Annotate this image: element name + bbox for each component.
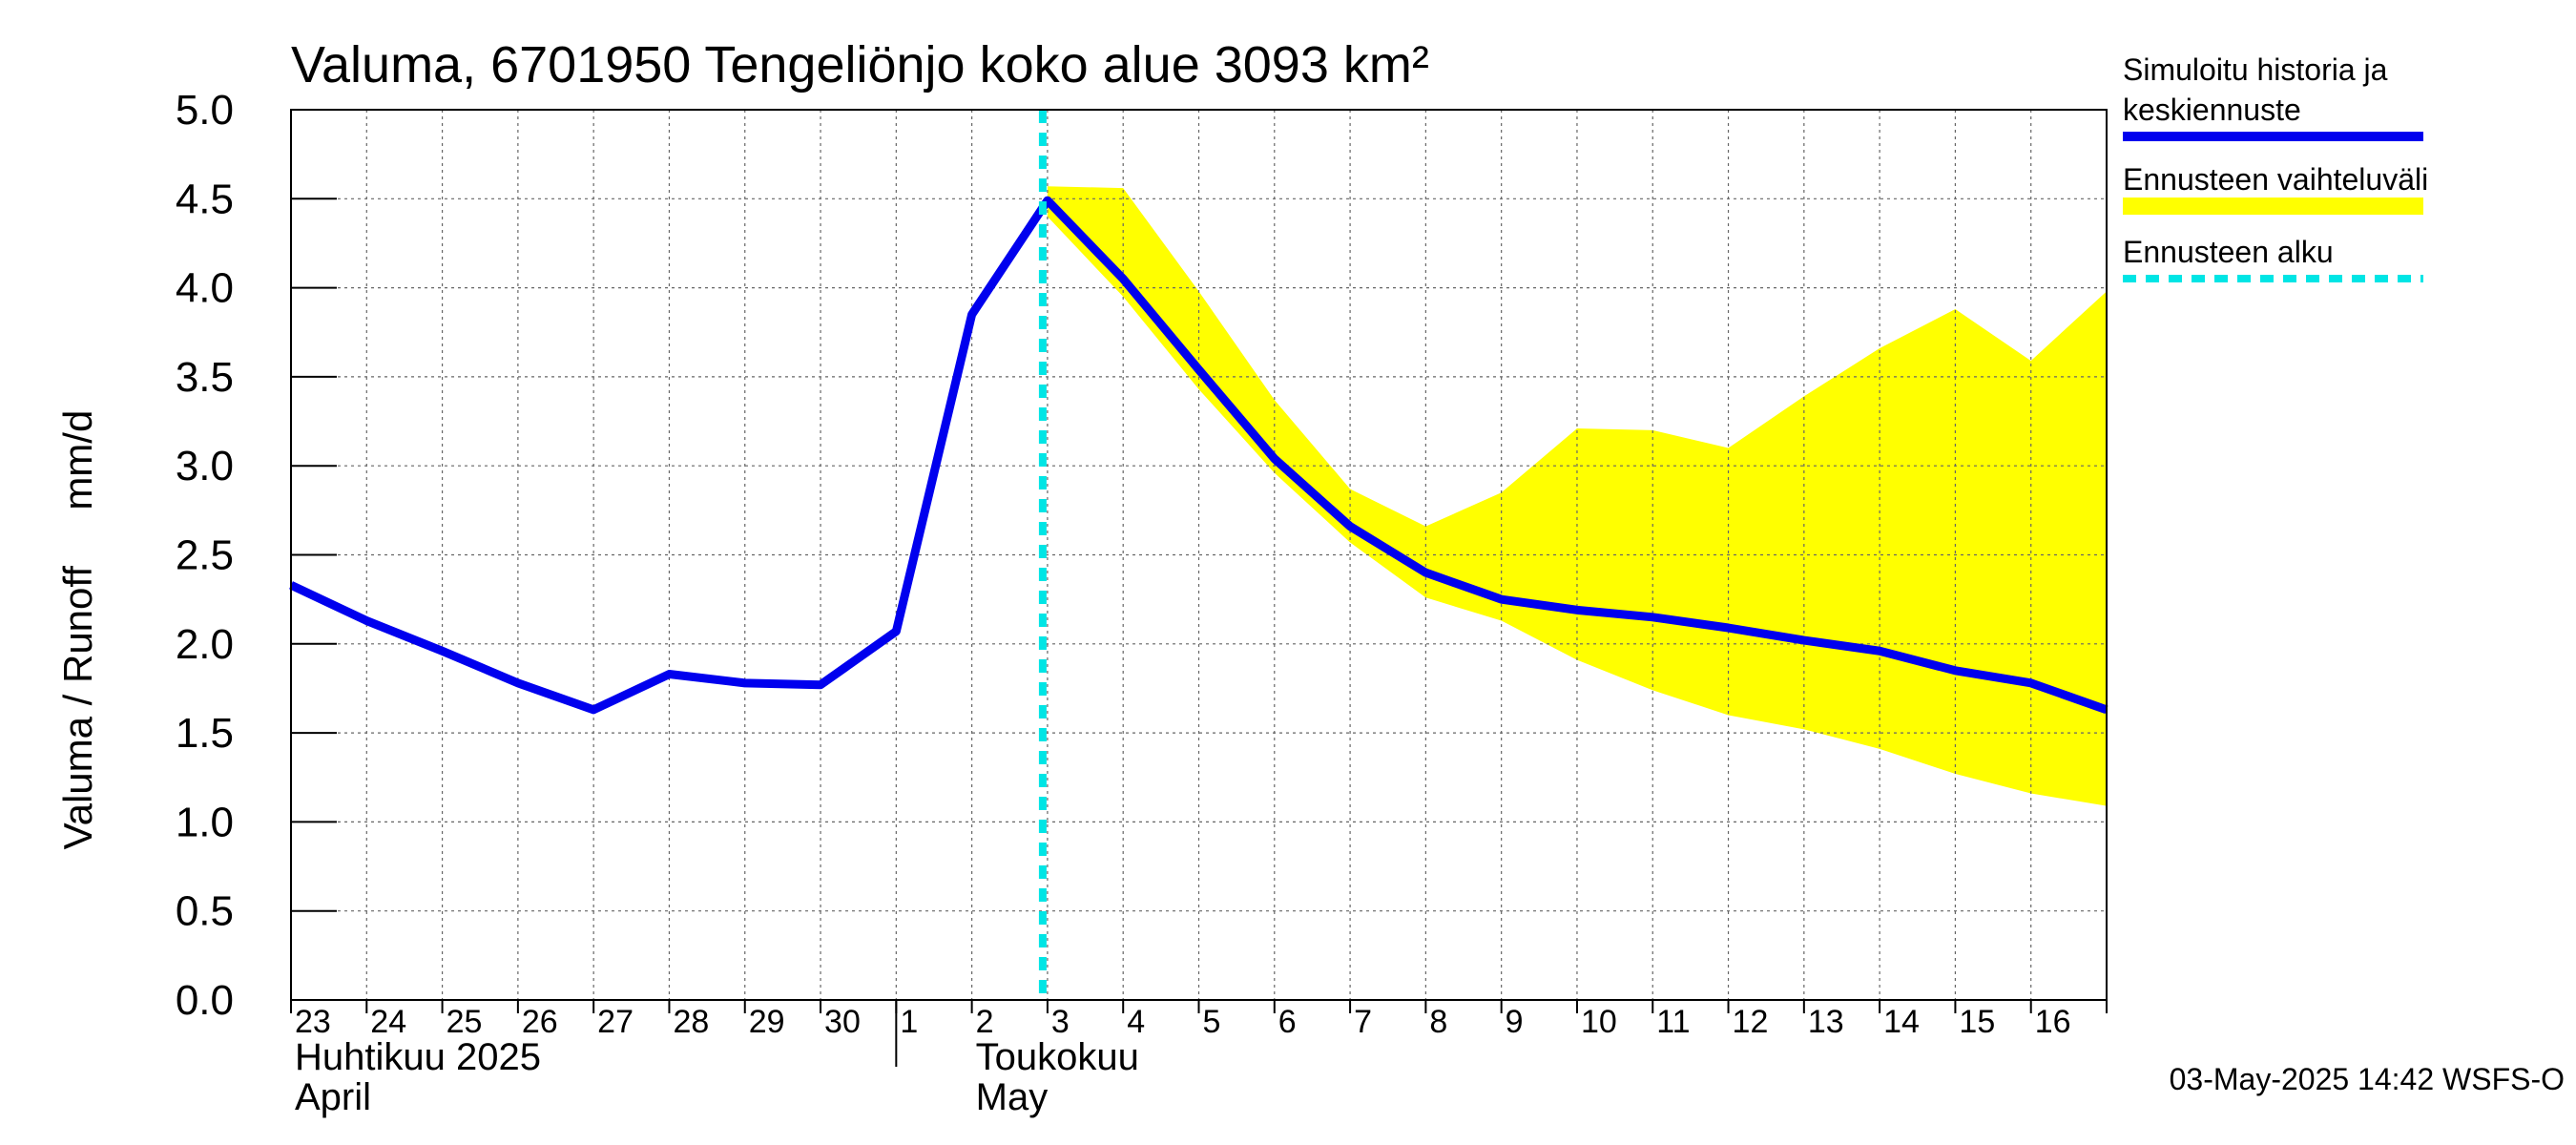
x-tick-label: 27 — [597, 1004, 634, 1040]
x-tick-label: 16 — [2035, 1004, 2071, 1040]
x-tick-label: 29 — [749, 1004, 785, 1040]
x-tick-label: 12 — [1733, 1004, 1769, 1040]
x-tick-label: 3 — [1051, 1004, 1070, 1040]
y-tick-label: 4.0 — [176, 265, 234, 312]
x-tick-label: 9 — [1506, 1004, 1524, 1040]
legend-label-simulated-2: keskiennuste — [2123, 93, 2301, 127]
y-tick-label: 1.0 — [176, 799, 234, 845]
x-tick-label: 14 — [1883, 1004, 1920, 1040]
month-label: Huhtikuu 2025 — [295, 1036, 541, 1078]
series-layer — [289, 110, 2109, 1000]
y-tick-label: 5.0 — [176, 87, 234, 134]
y-tick-label: 3.0 — [176, 443, 234, 489]
forecast-range-layer — [1047, 186, 2107, 806]
x-tick-label: 25 — [447, 1004, 483, 1040]
y-tick-label: 0.5 — [176, 888, 234, 935]
y-tick-label: 4.5 — [176, 176, 234, 222]
x-tick-label: 26 — [522, 1004, 558, 1040]
y-axis: 0.0 0.5 1.0 1.5 2.0 2.5 3.0 3.5 4.0 4.5 5.0 — [176, 87, 337, 1024]
y-tick-label: 2.0 — [176, 621, 234, 668]
legend-label-simulated-1: Simuloitu historia ja — [2123, 52, 2388, 87]
x-tick-label: 2 — [976, 1004, 994, 1040]
x-tick-label: 6 — [1278, 1004, 1297, 1040]
legend: Simuloitu historia ja keskiennuste Ennus… — [2123, 52, 2428, 282]
legend-label-range: Ennusteen vaihteluväli — [2123, 162, 2428, 197]
plot-area — [289, 109, 2109, 1001]
y-tick-label: 2.5 — [176, 532, 234, 579]
timestamp: 03-May-2025 14:42 WSFS-O — [2170, 1062, 2565, 1096]
legend-label-forecast-start: Ennusteen alku — [2123, 235, 2334, 269]
x-tick-label: 7 — [1354, 1004, 1372, 1040]
series-line-simulated — [289, 196, 2109, 715]
x-tick-label: 15 — [1959, 1004, 1995, 1040]
x-tick-label: 5 — [1203, 1004, 1221, 1040]
month-label-en: May — [976, 1076, 1049, 1118]
grid-layer — [291, 110, 2107, 1000]
x-tick-label: 28 — [673, 1004, 709, 1040]
x-tick-label: 8 — [1429, 1004, 1447, 1040]
y-axis-label: Valuma / Runoff mm/d — [55, 410, 100, 850]
x-tick-label: 1 — [900, 1004, 918, 1040]
y-tick-label: 0.0 — [176, 977, 234, 1024]
month-label: Toukokuu — [976, 1036, 1139, 1078]
x-tick-label: 24 — [370, 1004, 406, 1040]
x-tick-label: 11 — [1656, 1004, 1690, 1040]
x-tick-label: 4 — [1127, 1004, 1145, 1040]
chart-title: Valuma, 6701950 Tengeliönjo koko alue 30… — [291, 36, 1429, 94]
forecast-range-band — [1047, 186, 2107, 806]
x-tick-label: 30 — [824, 1004, 861, 1040]
x-tick-label: 13 — [1808, 1004, 1844, 1040]
y-tick-label: 1.5 — [176, 710, 234, 757]
y-tick-label: 3.5 — [176, 354, 234, 401]
month-label-en: April — [295, 1076, 371, 1118]
x-tick-label: 10 — [1581, 1004, 1617, 1040]
x-tick-label: 23 — [295, 1004, 331, 1040]
x-axis: 23 24 25 26 27 28 29 30 1 2 3 4 5 6 7 8 9 10 11 12 13 14 15 16H… — [290, 1000, 2108, 1118]
